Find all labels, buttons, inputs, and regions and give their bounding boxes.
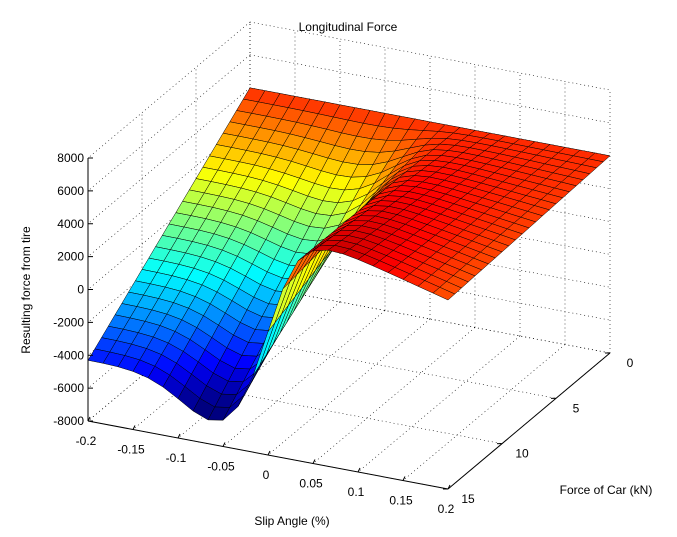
x-tick-mark (267, 450, 271, 456)
y-tick-label: 10 (515, 447, 529, 461)
z-tick-label: 6000 (57, 184, 84, 198)
tick-labels: -8000 -6000 -4000 -2000 0 2000 4000 6000 8000 -0.… (53, 151, 633, 516)
x-axis-label: Slip Angle (%) (254, 514, 329, 528)
z-tick-label: 0 (77, 283, 84, 297)
surface-patch (432, 287, 456, 301)
chart-title: Longitudinal Force (299, 20, 398, 34)
grid-line (87, 284, 251, 422)
x-tick-mark (222, 442, 226, 447)
x-tick-mark (312, 459, 316, 464)
z-tick-label: -6000 (53, 381, 84, 395)
grid-line (402, 344, 566, 481)
grid-line (87, 186, 251, 323)
y-tick-label: 15 (461, 492, 475, 506)
x-tick-label: -0.1 (166, 451, 187, 465)
grid-line (87, 87, 251, 224)
y-tick-label: 0 (627, 356, 634, 370)
grid-line (222, 310, 386, 447)
z-tick-label: 8000 (57, 151, 84, 165)
z-tick-label: 2000 (57, 250, 84, 264)
grid-line (87, 120, 251, 257)
x-tick-label: -0.2 (76, 434, 97, 448)
grid-line (357, 335, 521, 473)
surface (87, 87, 611, 421)
grid-line (267, 318, 431, 456)
z-tick-label: 4000 (57, 217, 84, 231)
z-tick-label: -4000 (53, 348, 84, 362)
z-tick-label: -2000 (53, 315, 84, 329)
y-axis-line (447, 352, 611, 490)
x-tick-label: 0 (263, 468, 270, 482)
z-axis-label: Resulting force from tire (19, 226, 33, 354)
x-tick-mark (132, 425, 136, 430)
y-axis-label: Force of Car (kN) (560, 483, 653, 497)
grid-line (87, 54, 251, 192)
x-tick-mark (402, 476, 406, 481)
y-tick-label: 5 (573, 401, 580, 415)
x-tick-label: 0.05 (299, 477, 323, 491)
grid-line (312, 327, 476, 464)
grid-line (132, 293, 296, 430)
x-tick-label: 0.1 (348, 485, 365, 499)
z-tick-label: -8000 (53, 414, 84, 428)
x-tick-mark (87, 416, 91, 422)
x-tick-mark (177, 433, 181, 439)
x-tick-mark (447, 484, 451, 490)
grid-line (87, 21, 251, 159)
x-tick-label: -0.15 (117, 443, 145, 457)
x-tick-mark (357, 467, 361, 473)
grid-line (87, 153, 251, 290)
x-tick-label: 0.2 (438, 502, 455, 516)
x-tick-label: -0.05 (207, 460, 235, 474)
x-tick-label: 0.15 (389, 494, 413, 508)
